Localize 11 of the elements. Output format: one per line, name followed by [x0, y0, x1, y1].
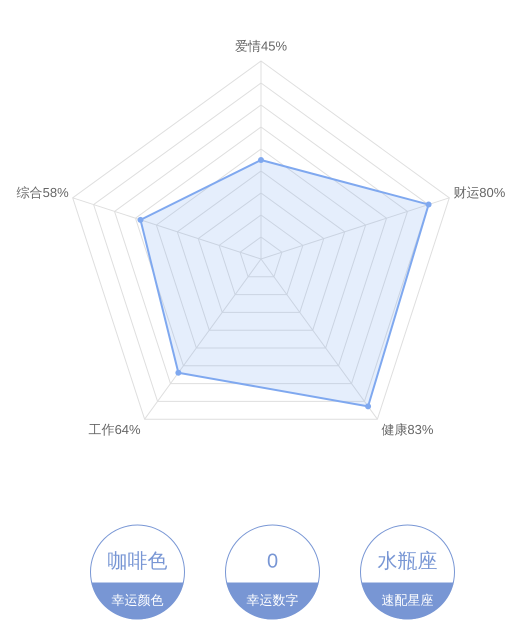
annotation: 咖啡色 [108, 550, 168, 572]
annotation: 0 [266, 550, 278, 572]
category-label: 综合58% [16, 184, 69, 200]
annotation: 水瓶座 [378, 550, 438, 572]
category-label: 爱情45% [234, 38, 288, 54]
category-label: 速配星座 [382, 592, 434, 608]
category-label: 健康83% [381, 422, 434, 437]
category-label: 财运80% [453, 184, 506, 200]
category-label: 工作64% [88, 422, 141, 437]
category-label: 幸运数字 [246, 592, 298, 608]
category-label: 幸运颜色 [112, 592, 164, 608]
